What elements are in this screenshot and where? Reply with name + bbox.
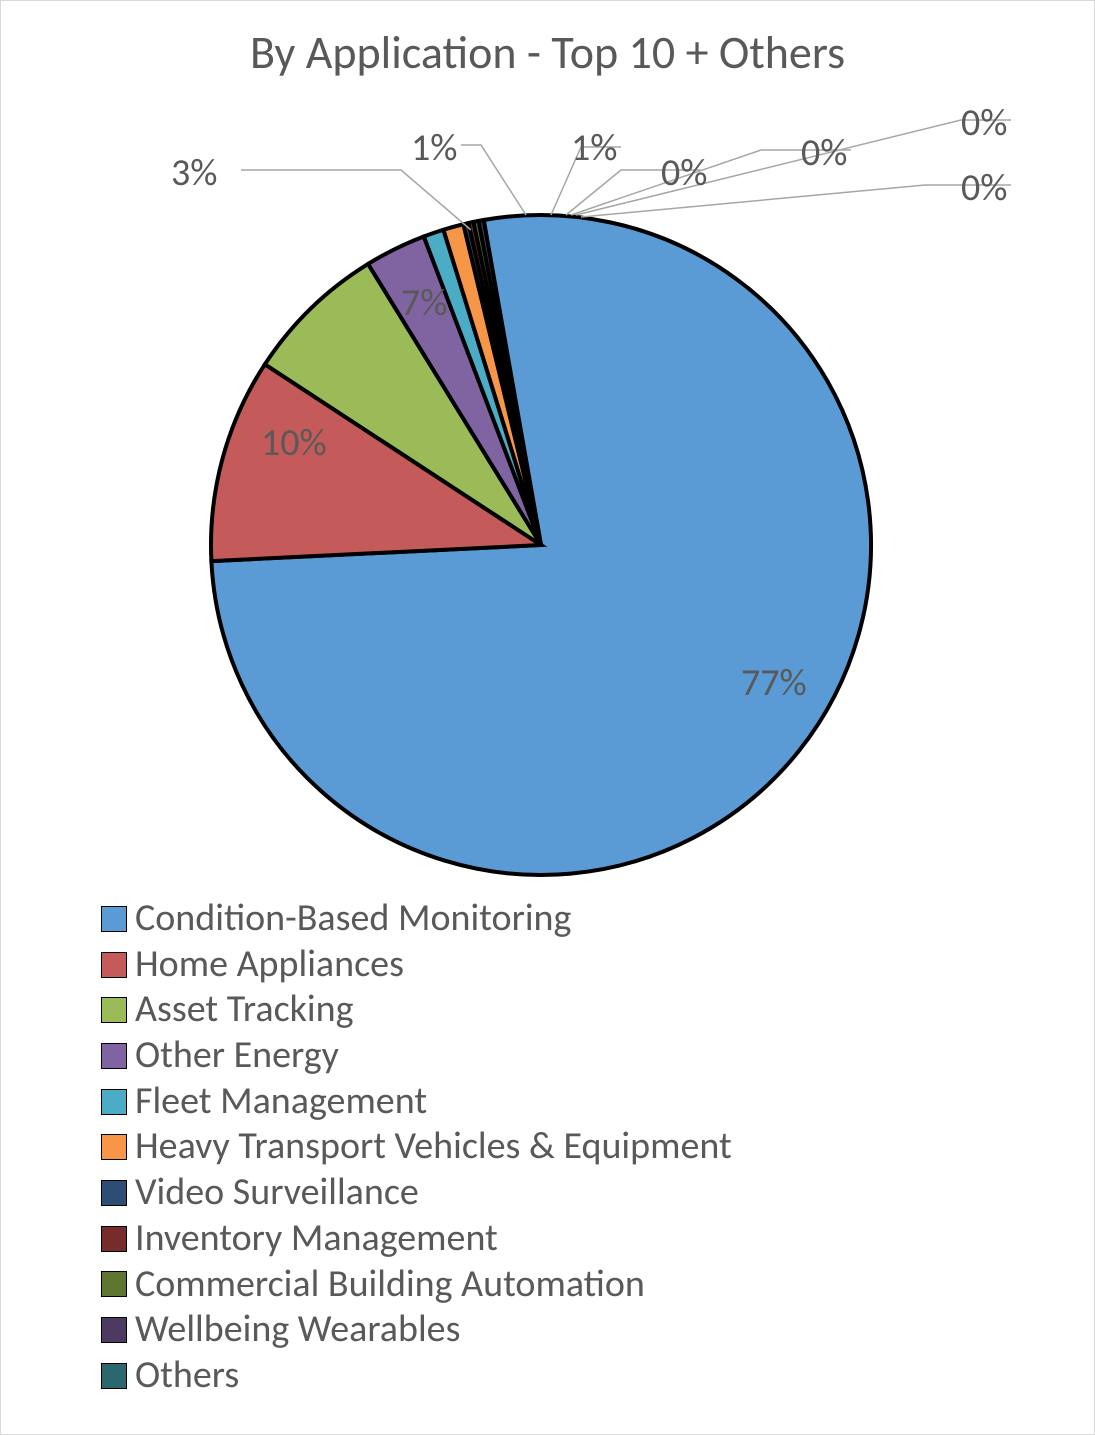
legend-swatch [101,1271,127,1297]
slice-percent-label: 0% [961,165,1007,211]
legend-swatch [101,1134,127,1160]
legend-label: Condition-Based Monitoring [135,897,571,941]
slice-percent-label: 7% [401,280,447,326]
legend-item: Fleet Management [101,1080,732,1124]
legend-label: Inventory Management [135,1217,498,1261]
leader-line [576,120,1011,215]
legend-item: Asset Tracking [101,988,732,1032]
legend-item: Wellbeing Wearables [101,1308,732,1352]
legend-label: Others [135,1354,239,1398]
legend-swatch [101,1226,127,1252]
chart-title: By Application - Top 10 + Others [250,25,845,81]
slice-percent-label: 0% [961,100,1007,146]
pie-chart: 77% 10% 7% 3% 1% 1% 0% 0% 0% 0% [41,85,1054,885]
legend-label: Asset Tracking [135,988,353,1032]
legend-swatch [101,1089,127,1115]
slice-percent-label: 0% [661,150,707,196]
legend-label: Commercial Building Automation [135,1263,645,1307]
legend-item: Home Appliances [101,943,732,987]
legend-swatch [101,1363,127,1389]
slice-percent-label: 3% [171,150,217,196]
chart-frame: By Application - Top 10 + Others 77%10%7… [0,0,1095,1435]
legend-label: Other Energy [135,1034,339,1078]
legend-label: Fleet Management [135,1080,427,1124]
legend-label: Wellbeing Wearables [135,1308,460,1352]
legend-label: Home Appliances [135,943,404,987]
legend-item: Condition-Based Monitoring [101,897,732,941]
legend-item: Heavy Transport Vehicles & Equipment [101,1125,732,1169]
slice-percent-label: 77% [741,660,807,706]
legend-swatch [101,1317,127,1343]
legend-item: Other Energy [101,1034,732,1078]
legend-swatch [101,1180,127,1206]
legend-label: Video Surveillance [135,1171,419,1215]
legend-swatch [101,1043,127,1069]
slice-percent-label: 0% [801,130,847,176]
legend-swatch [101,952,127,978]
leader-line [241,170,471,230]
legend-item: Video Surveillance [101,1171,732,1215]
slice-percent-label: 10% [261,420,327,466]
legend-label: Heavy Transport Vehicles & Equipment [135,1125,732,1169]
slice-percent-label: 1% [571,125,617,171]
legend-item: Commercial Building Automation [101,1263,732,1307]
legend-item: Inventory Management [101,1217,732,1261]
slice-percent-label: 1% [411,125,457,171]
legend-swatch [101,997,127,1023]
legend-swatch [101,906,127,932]
leader-line [461,145,526,215]
legend-item: Others [101,1354,732,1398]
legend: Condition-Based MonitoringHome Appliance… [101,895,732,1400]
